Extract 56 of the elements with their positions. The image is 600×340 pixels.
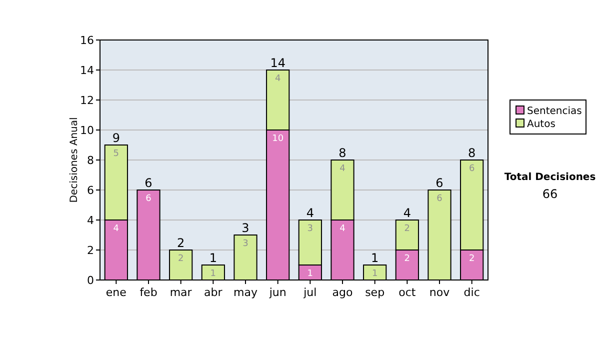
y-tick-label: 8 xyxy=(87,154,94,167)
data-label: 3 xyxy=(307,224,314,234)
data-label: 5 xyxy=(113,149,120,159)
total-label: 4 xyxy=(403,206,411,220)
y-tick-label: 2 xyxy=(87,244,94,257)
legend-label: Sentencias xyxy=(527,106,582,117)
y-tick-label: 4 xyxy=(87,214,94,227)
total-label: 14 xyxy=(270,56,286,70)
data-label: 4 xyxy=(340,164,346,174)
text: Total Decisiones xyxy=(504,172,596,183)
x-tick-label: jul xyxy=(302,286,317,299)
x-tick-label: dic xyxy=(464,286,480,299)
data-label: 3 xyxy=(242,239,248,249)
y-tick-label: 10 xyxy=(80,124,94,137)
data-label: 1 xyxy=(210,269,216,279)
total-label: 1 xyxy=(371,251,379,265)
x-tick-label: abr xyxy=(204,286,223,299)
data-label: 4 xyxy=(113,224,120,234)
x-tick-label: may xyxy=(234,286,258,299)
text: 66 xyxy=(542,187,558,201)
data-label: 2 xyxy=(404,254,410,264)
y-tick-label: 6 xyxy=(87,184,94,197)
x-tick-label: nov xyxy=(429,286,450,299)
total-label: 8 xyxy=(468,146,476,160)
x-tick-label: jun xyxy=(268,286,286,299)
y-tick-label: 14 xyxy=(80,64,94,77)
data-label: 2 xyxy=(178,254,184,264)
data-label: 6 xyxy=(146,194,152,204)
x-tick-label: sep xyxy=(365,286,385,299)
data-label: 10 xyxy=(272,134,284,144)
y-tick-label: 16 xyxy=(80,34,94,47)
total-label: 6 xyxy=(144,176,152,190)
total-label: 3 xyxy=(242,221,250,235)
data-label: 6 xyxy=(468,164,475,174)
data-label: 6 xyxy=(436,194,443,204)
total-label: 8 xyxy=(338,146,346,160)
total-label: 1 xyxy=(209,251,217,265)
x-tick-label: mar xyxy=(170,286,192,299)
x-tick-label: ago xyxy=(332,286,353,299)
data-label: 4 xyxy=(340,224,346,234)
data-label: 2 xyxy=(404,224,410,234)
y-axis-title: Decisiones Anual xyxy=(69,117,80,203)
total-label: 4 xyxy=(306,206,314,220)
x-tick-label: feb xyxy=(140,286,158,299)
data-label: 1 xyxy=(307,269,314,279)
y-tick-label: 0 xyxy=(87,274,94,287)
total-label: 2 xyxy=(177,236,185,250)
total-label: 9 xyxy=(112,131,120,145)
data-label: 1 xyxy=(372,269,378,279)
data-label: 4 xyxy=(274,74,281,84)
x-tick-label: oct xyxy=(398,286,416,299)
data-label: 2 xyxy=(468,254,475,264)
legend-label: Autos xyxy=(527,119,556,130)
total-label: 6 xyxy=(436,176,444,190)
y-tick-label: 12 xyxy=(80,94,94,107)
x-tick-label: ene xyxy=(106,286,127,299)
